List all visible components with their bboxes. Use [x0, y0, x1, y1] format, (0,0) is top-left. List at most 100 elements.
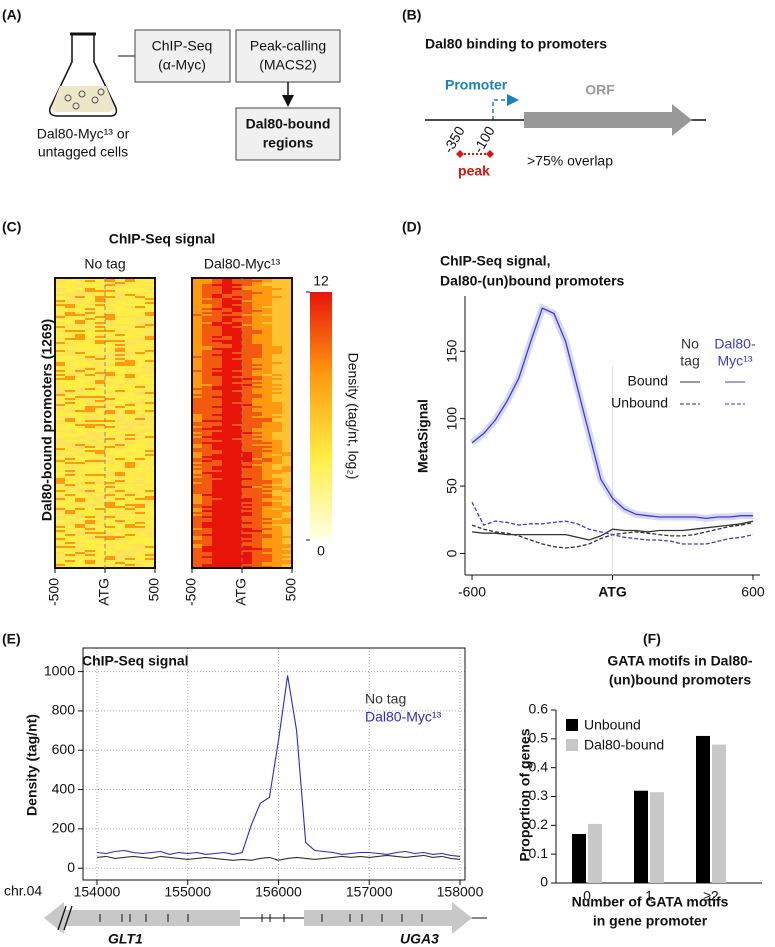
heatmap-cell	[262, 350, 273, 353]
heatmap-cell	[262, 398, 273, 401]
heatmap-cell	[202, 482, 213, 485]
heatmap-cell	[232, 324, 243, 327]
heatmap-cell	[75, 402, 86, 405]
heatmap-cell	[202, 386, 213, 389]
heatmap-cell	[222, 554, 233, 557]
heatmap-cell	[135, 386, 146, 389]
heatmap-cell	[222, 466, 233, 469]
heatmap-cell	[135, 478, 146, 481]
heatmap-cell	[65, 392, 76, 395]
heatmap-cell	[65, 476, 76, 479]
heatmap-cell	[145, 288, 156, 291]
heatmap-cell	[105, 294, 116, 297]
heatmap-cell	[202, 500, 213, 503]
heatmap-cell	[192, 340, 203, 343]
heatmap-cell	[222, 426, 233, 429]
heatmap-cell	[115, 384, 126, 387]
heatmap-cell	[242, 452, 253, 455]
heatmap-cell	[115, 562, 126, 565]
heatmap-cell	[222, 298, 233, 301]
heatmap-cell	[202, 346, 213, 349]
heatmap-cell	[105, 440, 116, 443]
heatmap-cell	[55, 468, 66, 471]
heatmap-cell	[125, 560, 136, 563]
heatmap-cell	[232, 520, 243, 523]
heatmap-cell	[75, 472, 86, 475]
heatmap-cell	[85, 344, 96, 347]
y-tick-label: 0	[67, 859, 75, 875]
heatmap-cell	[252, 382, 263, 385]
heatmap-cell	[202, 448, 213, 451]
heatmap-cell	[95, 314, 106, 317]
heatmap-cell	[252, 380, 263, 383]
heatmap-cell	[55, 358, 66, 361]
heatmap-cell	[145, 392, 156, 395]
heatmap-cell	[105, 498, 116, 501]
heatmap-cell	[282, 368, 293, 371]
heatmap-cell	[252, 530, 263, 533]
heatmap-cell	[192, 528, 203, 531]
heatmap-cell	[75, 342, 86, 345]
heatmap-cell	[105, 542, 116, 545]
heatmap-cell	[55, 288, 66, 291]
heatmap-cell	[252, 416, 263, 419]
heatmap-cell	[125, 286, 136, 289]
heatmap-cell	[282, 298, 293, 301]
heatmap-cell	[192, 538, 203, 541]
heatmap-cell	[115, 386, 126, 389]
heatmap-cell	[192, 396, 203, 399]
heatmap-cell	[125, 532, 136, 535]
heatmap-cell	[192, 334, 203, 337]
heatmap-cell	[282, 516, 293, 519]
heatmap-cell	[242, 552, 253, 555]
heatmap-cell	[65, 404, 76, 407]
heatmap-cell	[252, 406, 263, 409]
heatmap-cell	[242, 486, 253, 489]
heatmap-cell	[282, 504, 293, 507]
heatmap-cell	[242, 534, 253, 537]
heatmap-cell	[262, 328, 273, 331]
heatmap-cell	[202, 542, 213, 545]
heatmap-cell	[242, 394, 253, 397]
heatmap-cell	[222, 484, 233, 487]
heatmap-cell	[222, 366, 233, 369]
heatmap-cell	[212, 554, 223, 557]
heatmap-cell	[85, 476, 96, 479]
heatmap-cell	[145, 346, 156, 349]
heatmap-cell	[125, 562, 136, 565]
heatmap-cell	[242, 512, 253, 515]
heatmap-cell	[65, 494, 76, 497]
heatmap-cell	[222, 454, 233, 457]
heatmap-cell	[222, 444, 233, 447]
heatmap-cell	[282, 328, 293, 331]
y-tick-label: 50	[444, 478, 460, 494]
heatmap-cell	[105, 298, 116, 301]
heatmap-cell	[85, 480, 96, 483]
heatmap-cell	[115, 430, 126, 433]
heatmap-cell	[115, 524, 126, 527]
heatmap-cell	[115, 322, 126, 325]
heatmap-cell	[95, 486, 106, 489]
heatmap-cell	[135, 444, 146, 447]
heatmap-cell	[222, 350, 233, 353]
heatmap-cell	[202, 496, 213, 499]
heatmap-cell	[55, 446, 66, 449]
heatmap-cell	[125, 556, 136, 559]
heatmap-cell	[85, 450, 96, 453]
heatmap-cell	[202, 424, 213, 427]
heatmap-cell	[262, 438, 273, 441]
heatmap-cell	[135, 374, 146, 377]
heatmap-cell	[192, 308, 203, 311]
heatmap-cell	[212, 560, 223, 563]
heatmap-cell	[145, 382, 156, 385]
heatmap-cell	[222, 538, 233, 541]
heatmap-cell	[75, 316, 86, 319]
heatmap-cell	[222, 486, 233, 489]
heatmap-cell	[242, 286, 253, 289]
heatmap-cell	[75, 296, 86, 299]
heatmap-cell	[192, 432, 203, 435]
heatmap-cell	[202, 438, 213, 441]
heatmap-cell	[145, 514, 156, 517]
heatmap-cell	[135, 424, 146, 427]
heatmap-cell	[115, 324, 126, 327]
